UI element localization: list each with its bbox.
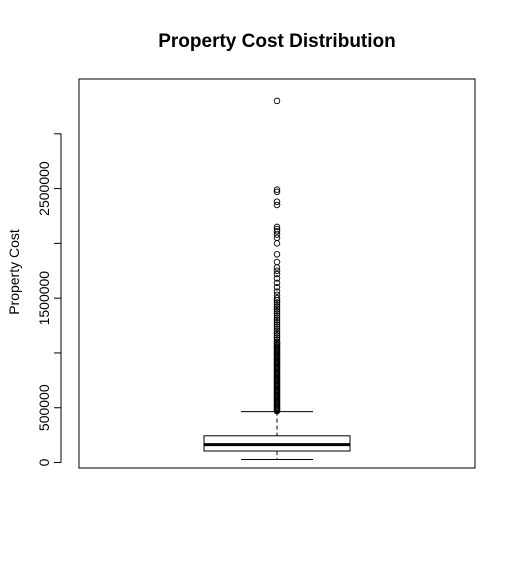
outlier-point <box>273 258 281 266</box>
outlier-point <box>273 270 281 278</box>
outlier-point <box>273 319 281 326</box>
outlier-point <box>273 283 281 291</box>
outlier-point <box>273 336 281 344</box>
chart-title: Property Cost Distribution <box>158 31 396 52</box>
outlier-point <box>273 234 281 242</box>
outlier-point <box>273 223 281 231</box>
y-tick-label: 2500000 <box>36 161 52 216</box>
outlier-point <box>273 291 281 299</box>
y-axis: 0 500000 1500000 2500000 <box>36 133 62 466</box>
outlier-point <box>273 321 281 328</box>
outlier-point <box>273 240 281 247</box>
outlier-point <box>273 338 281 346</box>
outlier-point <box>273 288 281 295</box>
outlier-point <box>273 312 281 319</box>
y-tick-label: 0 <box>36 458 52 466</box>
outlier-point <box>273 332 281 339</box>
outlier-point <box>273 201 281 209</box>
outlier-point <box>273 275 281 282</box>
y-axis-label: Property Cost <box>6 229 22 315</box>
outlier-point <box>273 299 281 306</box>
outlier-point <box>273 310 281 317</box>
outlier-point <box>273 316 281 324</box>
outlier-point <box>273 186 281 193</box>
box-layer <box>203 411 351 460</box>
outlier-point <box>273 188 281 196</box>
outlier-point <box>273 327 281 335</box>
outlier-point <box>273 323 281 330</box>
outlier-point <box>273 334 281 341</box>
outlier-point <box>273 225 281 233</box>
outlier-point <box>273 264 281 271</box>
outlier-point <box>273 294 281 302</box>
outlier-point <box>273 314 281 322</box>
plot-frame <box>78 78 476 469</box>
outlier-point <box>273 267 281 275</box>
y-tick-label: 1500000 <box>36 271 52 326</box>
outlier-point <box>273 97 281 105</box>
outlier-layer <box>273 97 281 415</box>
outlier-point <box>273 228 281 235</box>
outlier-point <box>273 301 281 308</box>
outlier-point <box>273 325 281 333</box>
y-tick-label: 500000 <box>36 384 52 431</box>
outlier-point <box>273 329 281 337</box>
outlier-point <box>273 303 281 311</box>
outlier-point <box>273 305 281 313</box>
outlier-point <box>273 279 281 287</box>
outlier-point <box>273 198 281 205</box>
outlier-point <box>273 308 281 315</box>
outlier-point <box>273 251 281 258</box>
